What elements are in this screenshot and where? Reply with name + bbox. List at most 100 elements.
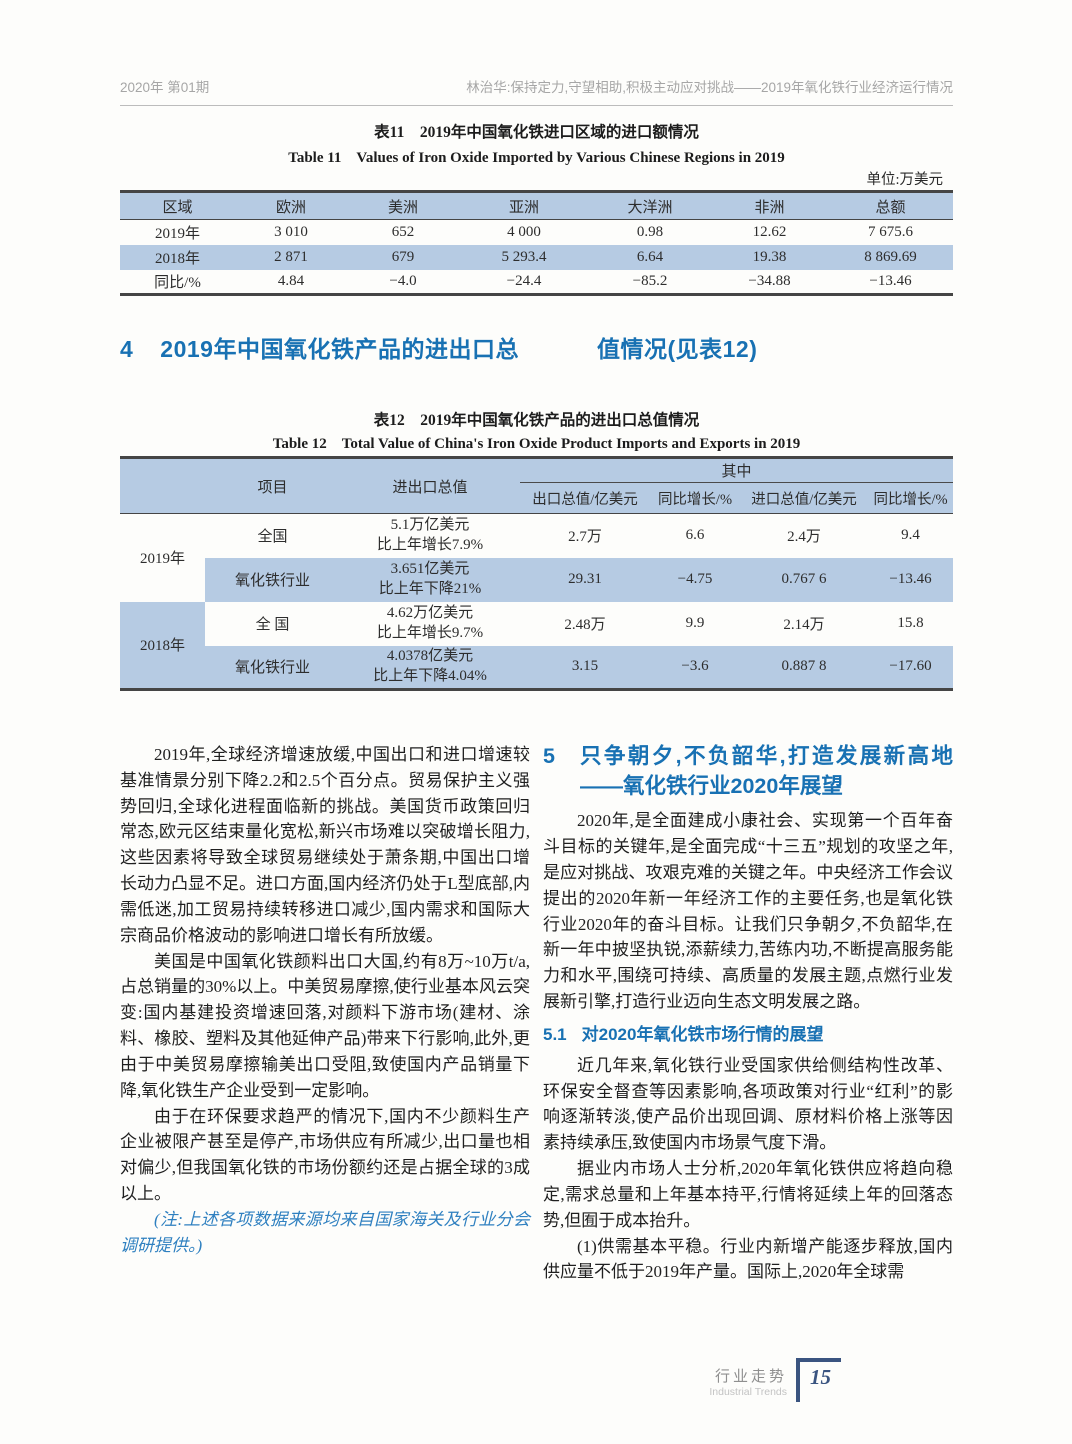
table-row: 同比/% 4.84 −4.0 −24.4 −85.2 −34.88 −13.46	[120, 270, 953, 295]
table-cell: 5.1万亿美元 比上年增长7.9%	[376, 517, 484, 553]
table-cell: 15.8	[897, 615, 924, 631]
section4-title-part2: 值情况(见表12)	[596, 336, 758, 362]
column-group-header: 其中	[520, 457, 954, 483]
table12-caption-zh: 表12 2019年中国氧化铁产品的进出口总值情况	[373, 412, 700, 429]
year-column-header	[120, 457, 205, 514]
table-cell: −13.46	[869, 272, 912, 289]
table-cell: 2019年	[154, 225, 200, 242]
body-paragraph: 近几年来,氧化铁行业受国家供给侧结构性改革、环保安全督查等因素影响,各项政策对行…	[543, 1055, 953, 1153]
body-paragraph: 由于在环保要求趋严的情况下,国内不少颜料生产企业被限产甚至是停产,市场供应有所减…	[120, 1106, 530, 1204]
page-number-bracket: 15	[796, 1358, 841, 1402]
table-cell: 0.887 8	[740, 645, 868, 690]
column-header-total: 进出口总值	[340, 457, 520, 514]
year-cell: 2019年	[139, 551, 185, 568]
table-cell: 4.0378亿美元 比上年下降4.04%	[340, 645, 520, 690]
subcolumn-header: 出口总值/亿美元	[520, 482, 650, 514]
issue-label: 2020年 第01期	[120, 80, 210, 95]
left-column: 2019年,全球经济增速放缓,中国出口和进口增速较基准情景分别下降2.2和2.5…	[120, 742, 530, 1354]
table-cell: 19.38	[711, 244, 828, 270]
column-header: 欧洲	[235, 191, 347, 220]
page-number: 15	[810, 1365, 831, 1389]
table-cell: 2.14万	[783, 617, 825, 633]
table12-header-row1: 项目 进出口总值 其中	[120, 457, 954, 514]
table12-caption-en: Table 12 Total Value of China's Iron Oxi…	[272, 436, 801, 452]
subcolumn-header: 进口总值/亿美元	[740, 482, 868, 514]
table-cell: 2.7万	[568, 529, 602, 546]
body-paragraph: (1)供需基本平稳。行业内新增产能逐步释放,国内供应量不低于2019年产量。国际…	[543, 1236, 953, 1282]
table-cell: 3.651亿美元 比上年下降21%	[340, 557, 520, 602]
table11-header-row: 区域 欧洲 美洲 亚洲 大洋洲 非洲 总额	[120, 191, 953, 220]
table-row: 氧化铁行业 4.0378亿美元 比上年下降4.04% 3.15 −3.6 0.88…	[120, 645, 954, 690]
table-cell: 4.62万亿美元 比上年增长9.7%	[376, 605, 484, 641]
footer-section-labels: 行业走势 Industrial Trends	[709, 1358, 787, 1398]
section4-heading: 4 2019年中国氧化铁产品的进出口总 值情况(见表12)	[120, 330, 953, 364]
data-source-note: (注:上述各项数据来源均来自国家海关及行业分会调研提供。)	[120, 1209, 530, 1255]
table-cell: −3.6	[650, 645, 740, 690]
table-cell: 679	[347, 244, 459, 270]
column-header: 总额	[828, 191, 953, 220]
column-header: 大洋洲	[589, 191, 711, 220]
table12-import-export-totals: 项目 进出口总值 其中 出口总值/亿美元 同比增长/% 进口总值/亿美元 同比增…	[120, 456, 954, 691]
table-cell: 2.48万	[564, 617, 606, 633]
table-cell: 6.64	[589, 244, 711, 270]
table-row: 氧化铁行业 3.651亿美元 比上年下降21% 29.31 −4.75 0.767…	[120, 557, 954, 602]
column-header: 美洲	[347, 191, 459, 220]
table11-caption-zh: 表11 2019年中国氧化铁进口区域的进口额情况	[374, 124, 699, 141]
subcolumn-header: 同比增长/%	[868, 482, 954, 514]
section4-title-part1: 2019年中国氧化铁产品的进出口总	[160, 336, 519, 362]
section5-title: 只争朝夕,不负韶华,打造发展新高地——氧化铁行业2020年展望	[580, 744, 953, 798]
table-cell: 652	[391, 223, 415, 240]
table-cell: −34.88	[748, 272, 791, 289]
table11-caption-en: Table 11 Values of Iron Oxide Imported b…	[288, 150, 785, 166]
table-cell: −4.75	[650, 557, 740, 602]
table-cell: −13.46	[868, 557, 954, 602]
table-row: 2018年 2 871 679 5 293.4 6.64 19.38 8 869…	[120, 244, 953, 270]
table-cell: 同比/%	[154, 274, 201, 291]
table-cell: 6.6	[685, 527, 705, 544]
table-cell: 12.62	[752, 223, 787, 240]
table-cell: 氧化铁行业	[205, 557, 340, 602]
section5-1-heading: 5.1 对2020年氧化铁市场行情的展望	[543, 1022, 953, 1048]
column-header: 非洲	[711, 191, 828, 220]
table-cell: 全国	[257, 529, 288, 546]
table-cell: 2018年	[120, 244, 235, 270]
table-cell: 2 871	[235, 244, 347, 270]
table-cell: 3 010	[274, 223, 308, 240]
body-paragraph: 据业内市场人士分析,2020年氧化铁供应将趋向稳定,需求总量和上年基本持平,行情…	[543, 1159, 953, 1230]
subcolumn-header: 同比增长/%	[650, 482, 740, 514]
body-paragraph: 美国是中国氧化铁颜料出口大国,约有8万~10万t/a,占总销量的30%以上。中美…	[120, 951, 530, 1100]
table-cell: 0.98	[636, 223, 664, 240]
table-cell: 0.767 6	[740, 557, 868, 602]
body-paragraph: 2020年,是全面建成小康社会、实现第一个百年奋斗目标的关键年,是全面完成“十三…	[543, 811, 953, 1012]
table-cell: 3.15	[520, 645, 650, 690]
section5-1-number: 5.1	[543, 1024, 567, 1044]
table-cell: 9.9	[685, 615, 705, 631]
year-cell: 2018年	[120, 601, 205, 690]
table-cell: −24.4	[506, 272, 542, 289]
table-cell: −17.60	[868, 645, 954, 690]
page-content: 2020年 第01期 林治华:保持定力,守望相助,积极主动应对挑战——2019年…	[120, 0, 954, 1444]
column-header-item: 项目	[205, 457, 340, 514]
section5-number: 5	[543, 744, 555, 768]
column-header: 区域	[120, 191, 235, 220]
page-footer: 行业走势 Industrial Trends 15	[709, 1358, 841, 1402]
footer-section-en: Industrial Trends	[709, 1386, 787, 1398]
table-cell: −85.2	[632, 272, 668, 289]
section4-number: 4	[120, 336, 134, 362]
table-cell: 5 293.4	[459, 244, 589, 270]
running-header: 2020年 第01期 林治华:保持定力,守望相助,积极主动应对挑战——2019年…	[120, 76, 953, 106]
table-cell: −4.0	[389, 272, 417, 289]
running-title: 林治华:保持定力,守望相助,积极主动应对挑战——2019年氧化铁行业经济运行情况	[466, 80, 953, 95]
section5-heading: 5 只争朝夕,不负韶华,打造发展新高地——氧化铁行业2020年展望	[543, 742, 953, 801]
table-cell: 7 675.6	[868, 223, 913, 240]
table-cell: 4.84	[277, 272, 305, 289]
table-row: 2019年 全国 5.1万亿美元 比上年增长7.9% 2.7万 6.6 2.4万 …	[120, 514, 953, 567]
table11-import-values-by-region: 区域 欧洲 美洲 亚洲 大洋洲 非洲 总额 2019年 3 010 652 4 …	[120, 190, 953, 296]
table-cell: 8 869.69	[828, 244, 953, 270]
table-cell: 全 国	[255, 617, 290, 633]
table-cell: 4 000	[507, 223, 541, 240]
table-row: 2019年 3 010 652 4 000 0.98 12.62 7 675.6	[120, 220, 953, 245]
table11-unit-label: 单位:万美元	[866, 172, 943, 188]
table-cell: 9.4	[901, 527, 920, 544]
